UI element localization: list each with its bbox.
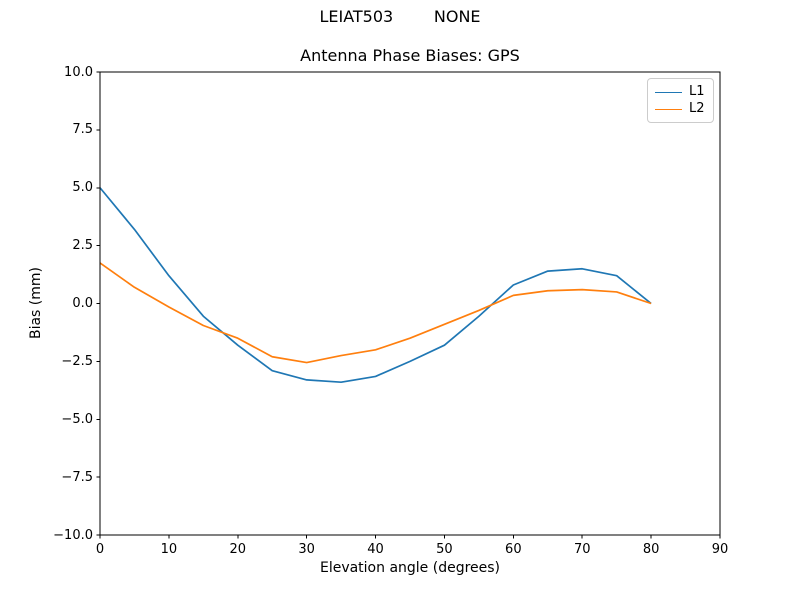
y-tick-label: 7.5 <box>72 122 93 138</box>
x-axis-label: Elevation angle (degrees) <box>319 560 501 576</box>
axes-title: Antenna Phase Biases: GPS <box>300 46 520 65</box>
x-tick-label: 30 <box>298 542 315 557</box>
y-tick-label: −7.5 <box>61 469 93 485</box>
series-line-l2 <box>99 262 652 364</box>
series-line-l1 <box>99 187 652 384</box>
y-tick-label: 2.5 <box>72 238 93 254</box>
y-tick-label: 10.0 <box>64 64 93 80</box>
l1-line-swatch <box>655 91 682 93</box>
x-tick-label: 0 <box>95 542 105 557</box>
x-tick-label: 70 <box>573 542 591 557</box>
y-tick-label: −5.0 <box>61 411 93 427</box>
legend-entry-l2: L2 <box>655 102 713 116</box>
y-tick-label: 5.0 <box>72 180 93 196</box>
legend: L1 L2 <box>647 78 714 123</box>
x-tick-label: 80 <box>642 542 660 557</box>
y-tick-label: 0.0 <box>72 296 93 311</box>
legend-entry-l1: L1 <box>655 85 713 99</box>
y-tick-label: −10.0 <box>53 527 93 543</box>
x-tick-label: 60 <box>505 542 522 557</box>
legend-label-l1: L1 <box>689 84 705 99</box>
figure-suptitle: LEIAT503 NONE <box>319 7 481 26</box>
legend-label-l2: L2 <box>689 101 705 116</box>
x-tick-label: 40 <box>367 542 384 557</box>
x-tick-label: 50 <box>436 542 453 557</box>
y-tick-label: −2.5 <box>61 353 93 369</box>
x-tick-label: 20 <box>229 542 247 557</box>
x-tick-label: 90 <box>711 542 729 557</box>
x-tick-label: 10 <box>160 542 178 557</box>
l2-line-swatch <box>655 108 682 110</box>
